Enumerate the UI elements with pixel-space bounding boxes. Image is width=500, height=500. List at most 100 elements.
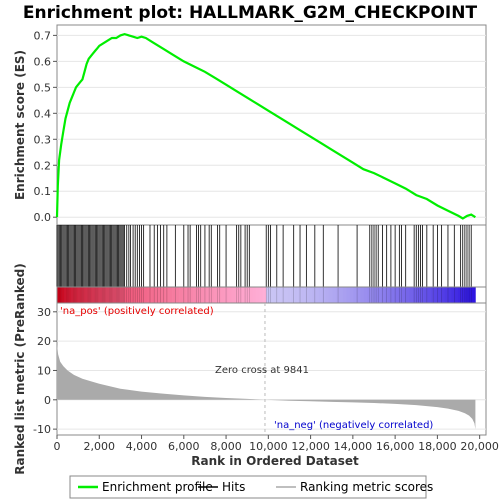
heat-cell [290, 287, 295, 303]
metric-y-tick-label: 0 [44, 394, 51, 407]
heat-cell [245, 287, 250, 303]
heat-cell [77, 287, 82, 303]
metric-panel [56, 302, 487, 436]
heat-cell [147, 287, 152, 303]
es-panel [56, 24, 487, 226]
heat-cell [356, 287, 361, 303]
heat-cell [402, 287, 406, 303]
heat-cell [346, 287, 351, 303]
heat-cell [297, 287, 302, 303]
heat-cell [353, 287, 358, 303]
es-y-tick-label: 0.4 [34, 107, 52, 120]
heat-cell [133, 287, 138, 303]
ranking-heat-bar [56, 287, 476, 303]
heat-cell [398, 287, 403, 303]
heat-cell [102, 287, 107, 303]
heat-cell [451, 287, 455, 303]
heat-cell [454, 287, 459, 303]
hits-marks [56, 225, 472, 287]
heat-cell [175, 287, 180, 303]
legend-label: Ranking metric scores [300, 480, 433, 494]
heat-cell [158, 287, 162, 303]
enrichment-profile-line [55, 32, 476, 220]
es-y-tick-label: 0.2 [34, 159, 52, 172]
heat-cell [269, 287, 274, 303]
heat-cell [74, 287, 79, 303]
legend-label: Hits [222, 480, 245, 494]
heat-cell [276, 287, 281, 303]
es-y-tick-label: 0.5 [34, 81, 52, 94]
heat-cell [405, 287, 410, 303]
x-tick-label: 0 [54, 440, 61, 453]
heat-cell [412, 287, 417, 303]
heat-cell [248, 287, 253, 303]
x-tick-label: 6,000 [168, 440, 200, 453]
heat-cell [381, 287, 386, 303]
heat-cell [273, 287, 277, 303]
heat-cell [57, 287, 61, 303]
heat-cell [423, 287, 427, 303]
heat-cell [416, 287, 420, 303]
heat-cell [294, 287, 298, 303]
heat-cell [464, 287, 469, 303]
positive-correlation-label: 'na_pos' (positively correlated) [60, 306, 214, 317]
heat-cell [377, 287, 382, 303]
heat-cell [426, 287, 431, 303]
x-tick-label: 20,000 [460, 440, 499, 453]
heat-cell [217, 287, 222, 303]
es-y-tick-label: 0.6 [34, 55, 52, 68]
heat-cell [419, 287, 424, 303]
heat-cell [67, 287, 72, 303]
x-tick-label: 10,000 [249, 440, 288, 453]
es-y-axis-ticks: 0.0 0.1 0.2 0.3 0.4 0.5 0.6 0.7 [34, 29, 57, 224]
heat-cell [70, 287, 75, 303]
heat-cell [328, 287, 333, 303]
heat-cell [182, 287, 187, 303]
x-tick-label: 18,000 [418, 440, 457, 453]
heat-cell [168, 287, 173, 303]
metric-y-tick-label: 20 [37, 335, 51, 348]
x-tick-label: 8,000 [210, 440, 242, 453]
heat-cell [192, 287, 197, 303]
heat-cell [161, 287, 166, 303]
heat-cell [252, 287, 257, 303]
heat-cell [335, 287, 340, 303]
heat-cell [105, 287, 110, 303]
metric-y-tick-label: 30 [37, 306, 51, 319]
heat-cell [471, 287, 476, 303]
heat-cell [199, 287, 204, 303]
heat-cell [283, 287, 288, 303]
heat-cell [98, 287, 103, 303]
heat-cell [119, 287, 124, 303]
heat-cell [126, 287, 131, 303]
x-tick-label: 12,000 [291, 440, 330, 453]
heat-cell [301, 287, 305, 303]
chart-title: Enrichment plot: HALLMARK_G2M_CHECKPOINT [23, 3, 478, 23]
heat-cell [116, 287, 121, 303]
es-y-tick-label: 0.0 [34, 211, 52, 224]
heat-cell [140, 287, 145, 303]
heat-cell [280, 287, 284, 303]
es-y-tick-label: 0.1 [34, 185, 52, 198]
heat-cell [88, 287, 93, 303]
heat-cell [395, 287, 400, 303]
heat-cell [123, 287, 128, 303]
metric-y-tick-label: 10 [37, 364, 51, 377]
heat-cell [440, 287, 445, 303]
heat-cell [241, 287, 246, 303]
heat-cell [391, 287, 396, 303]
heat-cell [304, 287, 309, 303]
heat-cell [60, 287, 65, 303]
heat-cell [342, 287, 347, 303]
heat-cell [311, 287, 316, 303]
heat-cell [457, 287, 462, 303]
heat-cell [433, 287, 438, 303]
legend-box [69, 475, 427, 499]
heat-cell [325, 287, 330, 303]
heat-cell [234, 287, 239, 303]
x-axis-label: Rank in Ordered Dataset [191, 454, 359, 468]
x-tick-label: 2,000 [84, 440, 116, 453]
heat-cell [189, 287, 194, 303]
heat-cell [468, 287, 473, 303]
